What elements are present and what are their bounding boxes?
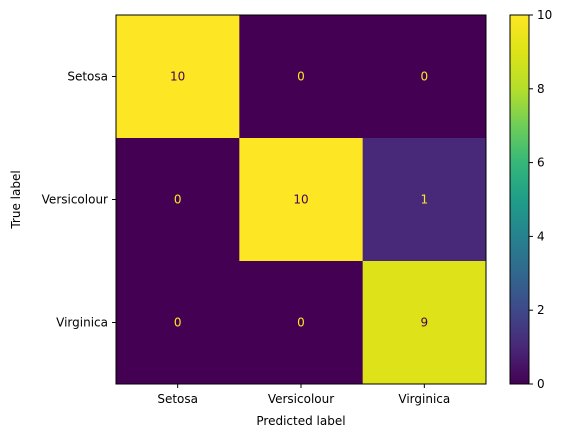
- colorbar-tick-label: 8: [537, 82, 545, 96]
- x-axis-ticks: Setosa Versicolour Virginica: [157, 384, 450, 406]
- cell-value-label: 0: [174, 193, 182, 207]
- heatmap-cell: [239, 138, 364, 262]
- heatmap-cell: [362, 15, 487, 139]
- colorbar-tick-label: 4: [537, 229, 545, 243]
- y-axis-ticks: Setosa Versicolour Virginica: [42, 70, 116, 330]
- x-tick-label: Versicolour: [268, 392, 334, 406]
- heatmap-cell: [116, 261, 240, 385]
- y-tick-label: Setosa: [67, 70, 108, 84]
- heatmap-cell: [116, 15, 240, 139]
- x-axis-label: Predicted label: [256, 414, 345, 428]
- cell-value-label: 0: [174, 316, 182, 330]
- colorbar-ticks: 0 2 4 6 8 10: [529, 8, 552, 391]
- y-tick-label: Versicolour: [42, 193, 108, 207]
- cell-value-label: 10: [293, 193, 308, 207]
- heatmap-cell: [239, 261, 364, 385]
- y-tick-label: Virginica: [56, 316, 108, 330]
- y-axis-label: True label: [9, 170, 23, 229]
- cell-value-labels: 10 0 00 10 10 0 9: [170, 70, 428, 330]
- cell-value-label: 0: [297, 70, 305, 84]
- cell-value-label: 1: [421, 193, 429, 207]
- x-tick-label: Virginica: [398, 392, 450, 406]
- heatmap-cell: [362, 138, 487, 262]
- cell-value-label: 0: [421, 70, 429, 84]
- heatmap-cells: [116, 15, 487, 385]
- cell-value-label: 10: [170, 70, 185, 84]
- heatmap-cell: [239, 15, 364, 139]
- x-tick-label: Setosa: [157, 392, 198, 406]
- colorbar: [509, 14, 530, 385]
- cell-value-label: 9: [421, 316, 429, 330]
- heatmap-cell: [362, 261, 487, 385]
- colorbar-tick-label: 2: [537, 303, 545, 317]
- colorbar-tick-label: 10: [537, 8, 552, 22]
- cell-value-label: 0: [297, 316, 305, 330]
- heatmap-cell: [116, 138, 240, 262]
- colorbar-tick-label: 0: [537, 377, 545, 391]
- colorbar-tick-label: 6: [537, 156, 545, 170]
